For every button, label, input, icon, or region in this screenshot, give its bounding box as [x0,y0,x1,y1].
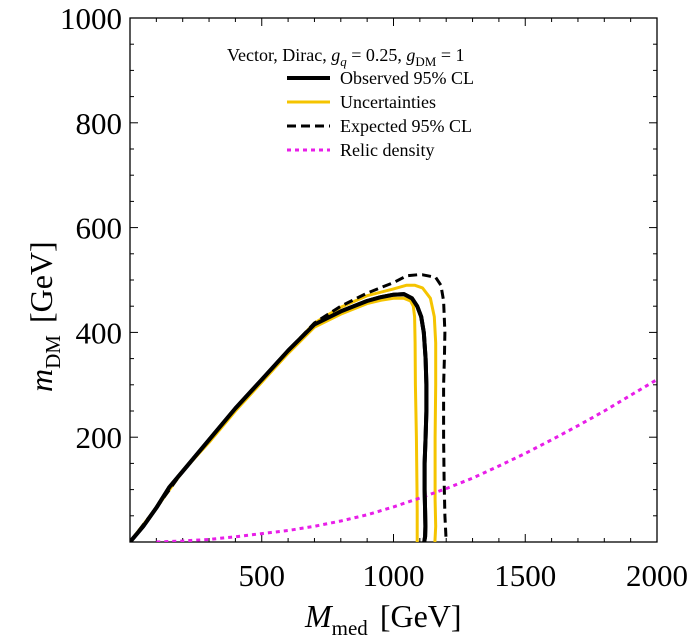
legend-label: Expected 95% CL [340,116,472,136]
legend-entries: Observed 95% CL Uncertainties Expected 95%… [287,68,474,160]
axis-ticks [130,18,657,542]
y-tick-label: 1000 [60,1,122,36]
x-tick-label: 1500 [494,558,556,593]
x-tick-label: 2000 [626,558,688,593]
legend: Vector, Dirac, gq = 0.25, gDM = 1 Observ… [227,45,474,160]
series-line-observed-overlay [130,292,429,542]
y-tick-labels: 200 400 600 800 1000 [60,1,122,455]
x-axis-label: Mmed [GeV] [304,598,462,637]
x-tick-label: 500 [239,558,286,593]
legend-title: Vector, Dirac, gq = 0.25, gDM = 1 [227,45,465,69]
legend-label: Observed 95% CL [340,68,474,88]
legend-label: Uncertainties [340,92,436,112]
series-line-relic-density [156,378,657,542]
legend-label: Relic density [340,140,434,160]
x-tick-labels: 500 1000 1500 2000 [239,558,689,593]
y-tick-label: 600 [76,211,123,246]
y-tick-label: 200 [76,420,123,455]
y-tick-label: 800 [76,106,123,141]
y-tick-label: 400 [76,315,123,350]
x-tick-label: 1000 [363,558,425,593]
y-axis-label: mDM[GeV] [23,241,65,392]
series-layer [130,273,657,542]
